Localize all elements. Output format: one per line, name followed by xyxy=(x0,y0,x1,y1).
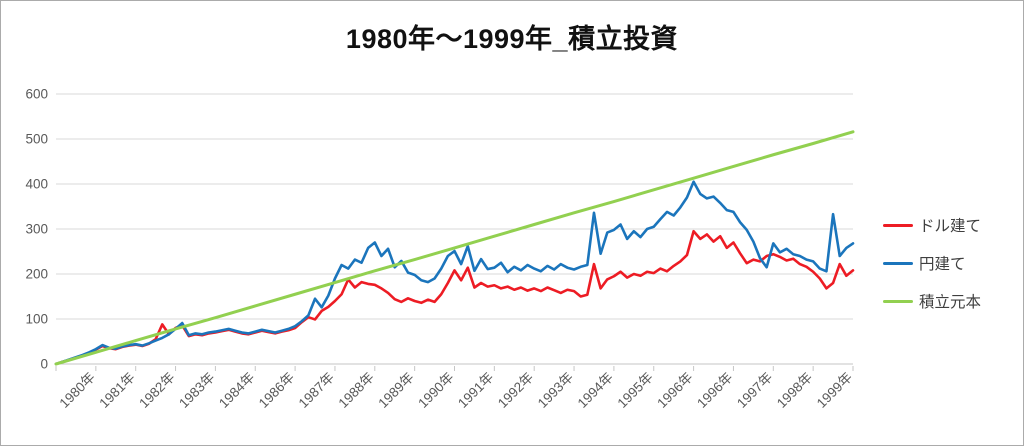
x-tick-label: 1997年 xyxy=(734,370,775,411)
x-tick-label: 1980年 xyxy=(57,370,98,411)
x-tick-label: 1986年 xyxy=(256,370,297,411)
legend-label-principal: 積立元本 xyxy=(919,294,982,311)
y-tick-label: 400 xyxy=(25,177,48,192)
y-axis-labels: 0 100 200 300 400 500 600 xyxy=(25,87,48,372)
legend: ドル建て 円建て 積立元本 xyxy=(883,214,981,312)
x-tick-label: 1983年 xyxy=(176,370,217,411)
legend-item-principal: 積立元本 xyxy=(883,290,981,312)
y-tick-label: 500 xyxy=(25,132,48,147)
legend-item-yen: 円建て xyxy=(883,252,981,274)
x-tick-label: 1981年 xyxy=(96,370,137,411)
blue-line-swatch-icon xyxy=(883,261,913,265)
x-tick-label: 1998年 xyxy=(774,370,815,411)
legend-label-yen: 円建て xyxy=(919,256,966,273)
x-tick-label: 1982年 xyxy=(136,370,177,411)
x-tick-label: 1994年 xyxy=(575,370,616,411)
x-tick-label: 1999年 xyxy=(814,370,855,411)
x-tick-label: 1996年 xyxy=(654,370,695,411)
x-axis-labels: 1980年1981年1982年1983年1984年1986年1987年1988年… xyxy=(57,370,856,411)
red-line-swatch-icon xyxy=(883,223,913,227)
y-tick-label: 100 xyxy=(25,312,48,327)
chart-title: 1980年〜1999年_積立投資 xyxy=(345,24,679,54)
x-tick-label: 1993年 xyxy=(535,370,576,411)
x-tick-label: 1996年 xyxy=(694,370,735,411)
x-tick-label: 1989年 xyxy=(375,370,416,411)
legend-item-dollar: ドル建て xyxy=(883,214,981,236)
x-tick-label: 1988年 xyxy=(336,370,377,411)
x-tick-label: 1991年 xyxy=(455,370,496,411)
x-tick-label: 1984年 xyxy=(216,370,257,411)
x-tick-label: 1987年 xyxy=(296,370,337,411)
y-tick-label: 200 xyxy=(25,267,48,282)
green-line-swatch-icon xyxy=(883,299,913,303)
series-line-1 xyxy=(54,180,855,366)
legend-label-dollar: ドル建て xyxy=(919,218,982,235)
y-tick-label: 0 xyxy=(40,357,48,372)
y-tick-label: 600 xyxy=(25,87,48,102)
series-line-2 xyxy=(54,130,855,366)
y-tick-label: 300 xyxy=(25,222,48,237)
x-tick-label: 1990年 xyxy=(415,370,456,411)
x-axis-ticks xyxy=(55,366,854,371)
x-tick-label: 1992年 xyxy=(495,370,536,411)
x-tick-label: 1995年 xyxy=(614,370,655,411)
gridlines xyxy=(56,93,853,365)
